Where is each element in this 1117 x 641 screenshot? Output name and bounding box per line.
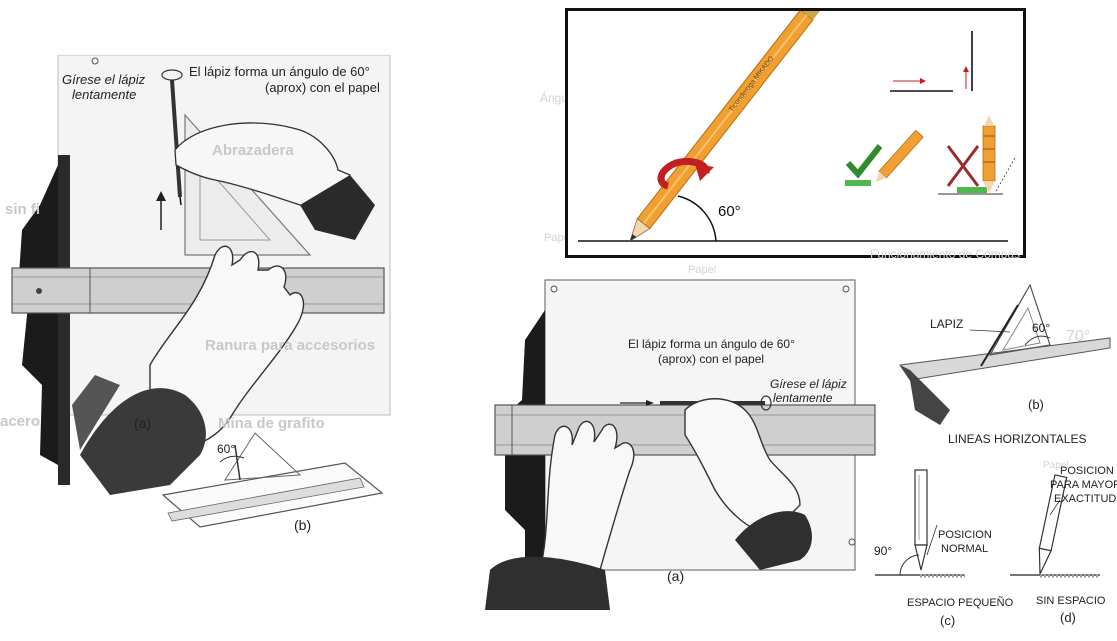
bottom-annotation-angle-line1: El lápiz forma un ángulo de 60°	[628, 337, 795, 351]
angle-60-label: 60°	[718, 203, 741, 220]
posicion-mayor-line1: POSICION	[1060, 465, 1114, 477]
pencil-angle-figure: 60° Ticonderoga MIKADO	[565, 8, 1026, 258]
label-a: (a)	[134, 415, 152, 431]
label-b: (b)	[294, 517, 312, 533]
annotation-angle-line2: (aprox) con el papel	[265, 80, 380, 95]
bg-word-abrazadera: Abrazadera	[212, 142, 294, 159]
posicion-mayor-line3: EXACTITUD	[1054, 493, 1117, 505]
angle-90: 90°	[874, 544, 893, 558]
bottom-label-a: (a)	[667, 568, 685, 584]
inset-angle-label: 60°	[217, 442, 236, 456]
horizontal-lines-illustration	[485, 279, 1111, 610]
posicion-mayor-line2: PARA MAYOR	[1050, 479, 1117, 491]
bg-word-mina: Mina de grafito	[218, 415, 325, 432]
annotation-rotate-line1: Gírese el lápiz	[62, 72, 146, 87]
bg-word-ranura: Ranura para accesorios	[205, 337, 376, 354]
lapiz-label: LAPIZ	[930, 317, 964, 331]
angle-60-b: 60°	[1032, 321, 1051, 335]
label-c: (c)	[940, 613, 956, 628]
bg-word-papel-3: Papel	[1043, 460, 1069, 471]
espacio-pequeno: ESPACIO PEQUEÑO	[907, 597, 1014, 609]
lineas-horizontales: LINEAS HORIZONTALES	[948, 432, 1087, 446]
posicion-normal-line1: POSICION	[938, 529, 992, 541]
label-b-right: (b)	[1028, 397, 1044, 412]
posicion-normal-line2: NORMAL	[941, 543, 989, 555]
horizontal-lines-figure: El lápiz forma un ángulo de 60° (aprox) …	[470, 270, 1117, 641]
bottom-annotation-rotate-line1: Gírese el lápiz	[770, 377, 847, 391]
bg-word-70: 70°	[1066, 328, 1091, 345]
annotation-rotate-line2: lentamente	[72, 87, 137, 102]
label-d: (d)	[1060, 610, 1076, 625]
left-figure: Abrazadera sin fi Ranura para accesorios…	[0, 55, 400, 641]
annotation-angle-line1: El lápiz forma un ángulo de 60°	[189, 64, 370, 79]
bg-word-sin: sin fi	[5, 201, 41, 218]
sin-espacio: SIN ESPACIO	[1036, 595, 1106, 607]
bottom-annotation-rotate-line2: lentamente	[773, 391, 833, 405]
bg-word-compas: Funcionamiento de Compás	[870, 247, 1021, 261]
left-illustration	[11, 55, 391, 528]
bottom-annotation-angle-line2: (aprox) con el papel	[658, 352, 765, 366]
bg-word-papel-2: Papel	[688, 264, 717, 276]
bg-word-acero: acero	[0, 413, 41, 430]
pencil-angle-illustration	[578, 11, 1017, 242]
